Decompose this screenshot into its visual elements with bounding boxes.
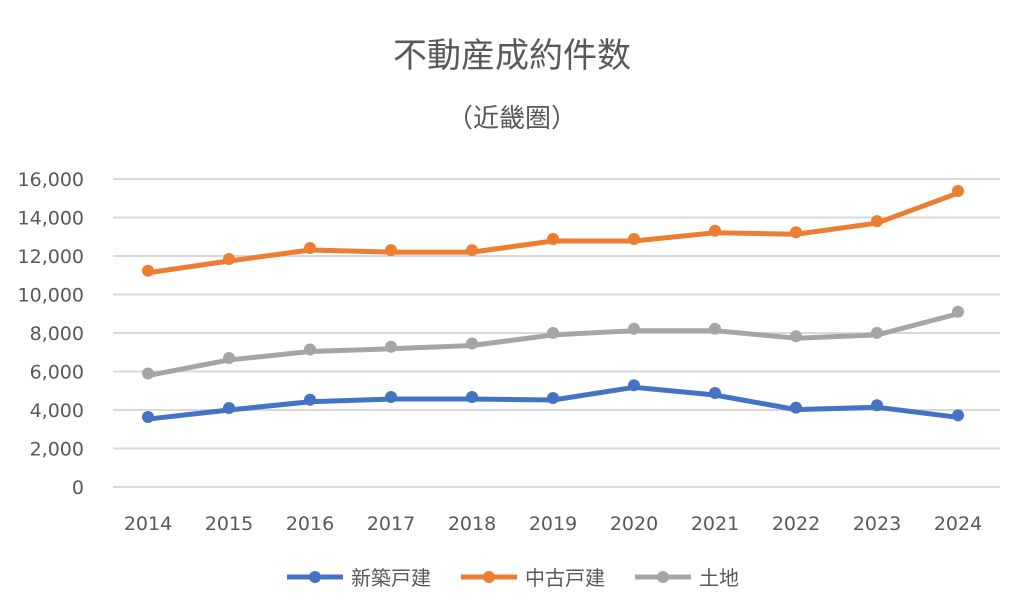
data-point	[142, 367, 154, 380]
data-point	[466, 391, 478, 404]
data-point	[790, 401, 802, 414]
x-tick-label: 2017	[367, 513, 415, 535]
y-tick-label: 6,000	[30, 362, 84, 384]
y-tick-label: 10,000	[18, 285, 84, 307]
data-point	[952, 409, 964, 422]
data-point	[385, 391, 397, 404]
data-point	[790, 330, 802, 343]
chart-title: 不動産成約件数	[393, 36, 631, 76]
y-tick-label: 2,000	[30, 439, 84, 461]
data-point	[547, 326, 559, 339]
y-tick-label: 14,000	[18, 208, 84, 230]
data-point	[952, 185, 964, 198]
data-point	[709, 322, 721, 335]
data-point	[871, 215, 883, 228]
data-point	[466, 244, 478, 257]
data-point	[628, 379, 640, 392]
legend-label: 新築戸建	[351, 566, 431, 590]
legend-label: 土地	[699, 566, 739, 590]
x-tick-label: 2022	[772, 513, 820, 535]
legend-marker-icon	[635, 570, 691, 583]
data-point	[790, 226, 802, 239]
legend-marker-icon	[287, 570, 343, 583]
data-point	[223, 253, 235, 266]
data-point	[952, 305, 964, 318]
x-tick-label: 2020	[610, 513, 658, 535]
series-line-2	[145, 311, 961, 379]
data-point	[385, 244, 397, 257]
legend-item: 新築戸建	[285, 562, 431, 591]
legend: 新築戸建 中古戸建 土地	[0, 562, 1024, 591]
y-tick-label: 16,000	[18, 169, 84, 191]
data-point	[223, 402, 235, 414]
data-point	[871, 399, 883, 412]
data-point	[304, 393, 316, 406]
y-tick-label: 0	[72, 477, 84, 499]
data-point	[547, 391, 559, 404]
y-tick-label: 8,000	[30, 323, 84, 345]
data-point	[709, 386, 721, 399]
chart-subtitle: （近畿圏）	[446, 104, 577, 134]
x-tick-label: 2016	[286, 513, 334, 535]
data-point	[466, 337, 478, 350]
data-point	[223, 351, 235, 364]
data-point	[709, 224, 721, 237]
legend-item: 中古戸建	[459, 562, 605, 591]
legend-marker-icon	[461, 570, 517, 583]
x-tick-label: 2021	[691, 513, 739, 535]
legend-item: 土地	[633, 562, 739, 591]
data-point	[304, 242, 316, 255]
y-tick-label: 4,000	[30, 400, 84, 422]
x-tick-label: 2019	[529, 513, 577, 535]
y-tick-label: 12,000	[18, 246, 84, 268]
data-point	[304, 343, 316, 356]
x-tick-label: 2018	[448, 513, 496, 535]
data-point	[547, 232, 559, 245]
data-point	[385, 340, 397, 353]
x-tick-label: 2015	[205, 513, 253, 535]
x-tick-label: 2023	[853, 513, 901, 535]
data-point	[628, 232, 640, 245]
legend-label: 中古戸建	[525, 566, 605, 590]
data-point	[142, 264, 154, 277]
series-line-1	[145, 190, 961, 276]
data-point	[142, 411, 154, 424]
data-point	[871, 326, 883, 339]
x-tick-label: 2024	[934, 513, 982, 535]
data-point	[628, 322, 640, 335]
x-tick-label: 2014	[124, 513, 172, 535]
